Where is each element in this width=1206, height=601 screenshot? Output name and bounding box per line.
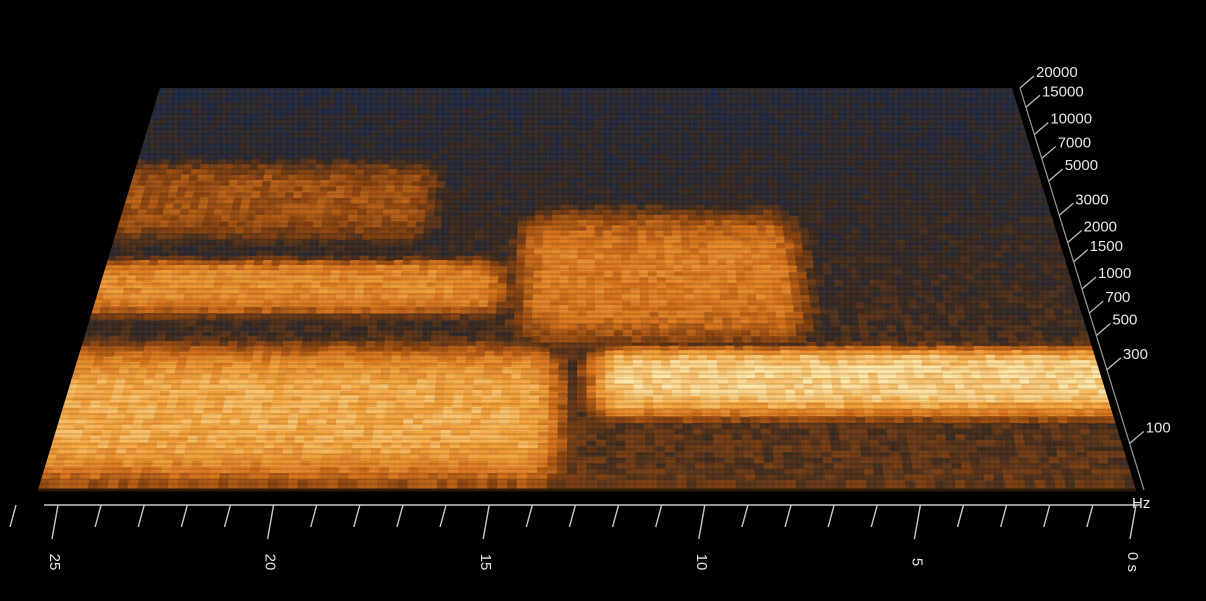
spectrogram-view: 25 20 15 10 5 0 s 100 300 500 700 1000 1500 2000 300… xyxy=(9,64,1171,573)
spectrogram-3d-chart: 25 20 15 10 5 0 s 100300500700100015002000300… xyxy=(9,64,1171,572)
